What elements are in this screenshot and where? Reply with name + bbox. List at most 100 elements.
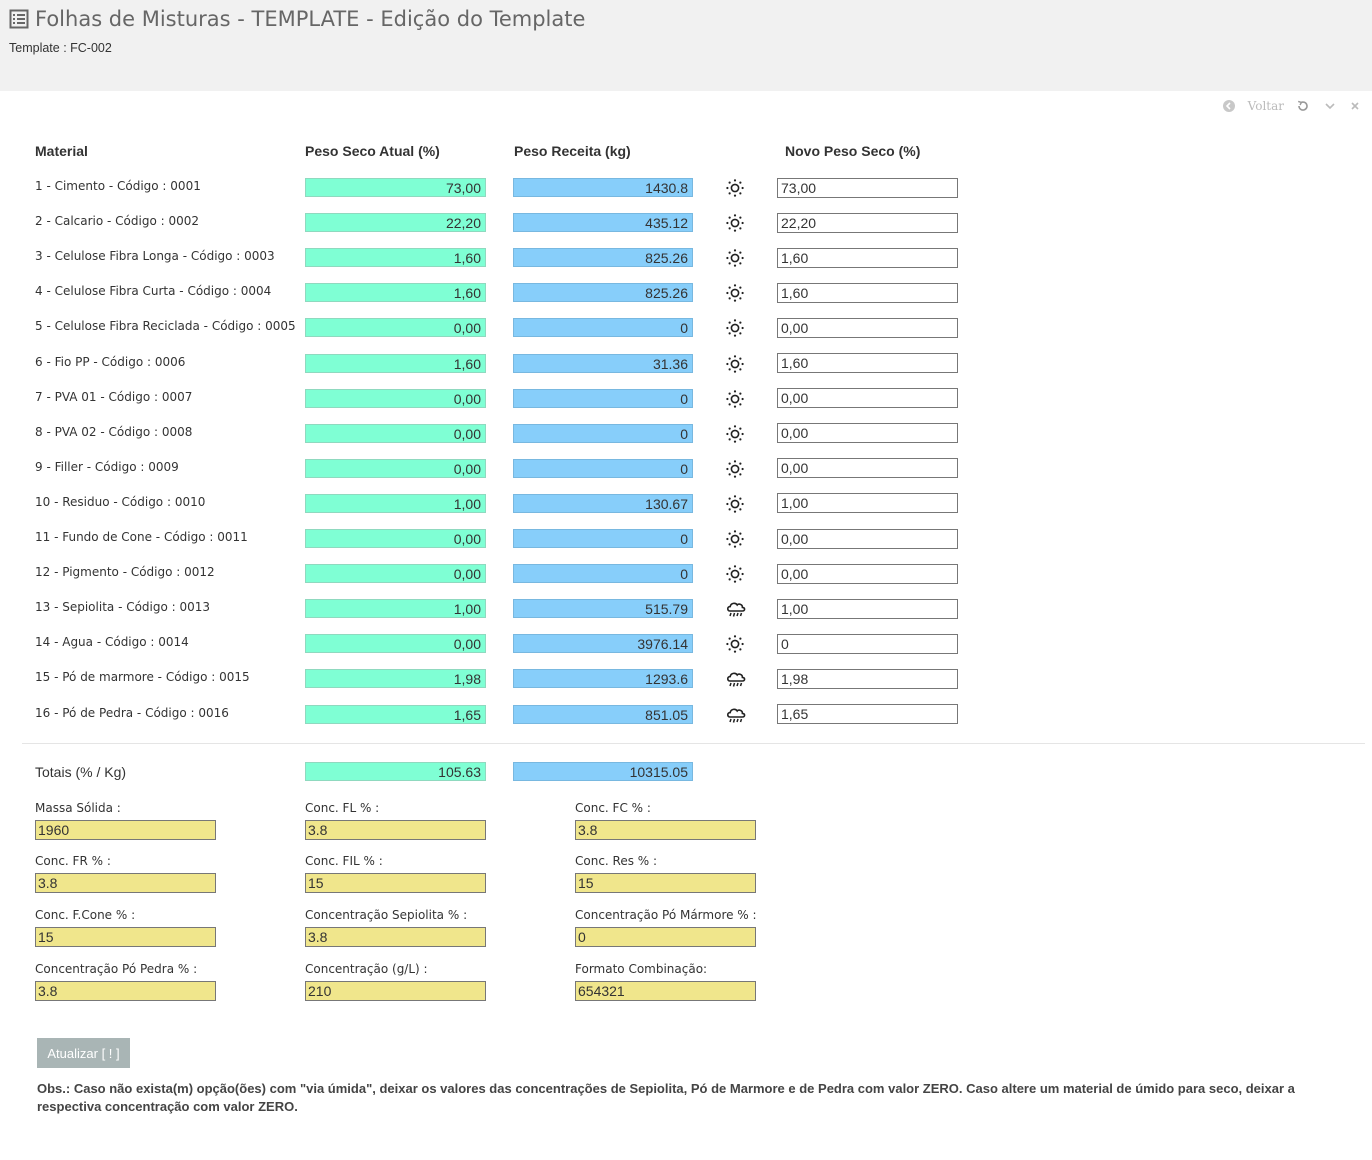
peso-seco-atual-value: 1,60 <box>305 248 486 268</box>
concentration-input[interactable] <box>305 873 486 893</box>
sun-icon[interactable] <box>725 459 745 479</box>
concentration-input[interactable] <box>305 927 486 947</box>
novo-peso-seco-input[interactable] <box>777 317 958 338</box>
column-header-peso-receita: Peso Receita (kg) <box>514 143 631 159</box>
sun-icon[interactable] <box>725 494 745 514</box>
field-label: Massa Sólida : <box>35 801 121 815</box>
reload-icon <box>1297 100 1308 111</box>
totals-label: Totais (% / Kg) <box>35 764 127 780</box>
novo-peso-seco-input[interactable] <box>777 423 958 444</box>
material-label: 7 - PVA 01 - Código : 0007 <box>35 389 193 404</box>
peso-receita-value: 31.36 <box>513 353 693 373</box>
field-label: Concentração Sepiolita % : <box>305 908 468 922</box>
novo-peso-seco-input[interactable] <box>777 668 958 689</box>
peso-receita-value: 0 <box>513 423 693 443</box>
concentration-input[interactable] <box>35 981 216 1001</box>
sun-icon[interactable] <box>725 178 745 198</box>
rain-cloud-icon[interactable] <box>725 599 746 619</box>
concentration-input[interactable] <box>305 981 486 1001</box>
material-label: 10 - Residuo - Código : 0010 <box>35 494 206 509</box>
sun-icon[interactable] <box>725 248 745 268</box>
collapse-button[interactable] <box>1324 100 1336 112</box>
peso-receita-value: 825.26 <box>513 283 693 303</box>
field-label: Conc. FL % : <box>305 801 380 815</box>
back-label: Voltar <box>1247 99 1284 113</box>
field-label: Conc. Res % : <box>575 854 658 868</box>
page-title-text: Folhas de Misturas - TEMPLATE - Edição d… <box>35 7 586 31</box>
peso-seco-atual-value: 1,00 <box>305 493 486 513</box>
novo-peso-seco-input[interactable] <box>777 633 958 654</box>
sun-icon[interactable] <box>725 424 745 444</box>
concentration-input[interactable] <box>35 873 216 893</box>
peso-receita-value: 1293.6 <box>513 669 693 689</box>
divider <box>22 743 1365 744</box>
concentration-input[interactable] <box>305 820 486 840</box>
material-label: 3 - Celulose Fibra Longa - Código : 0003 <box>35 249 275 264</box>
novo-peso-seco-input[interactable] <box>777 353 958 373</box>
novo-peso-seco-input[interactable] <box>777 388 958 409</box>
back-button[interactable]: Voltar <box>1222 99 1284 113</box>
novo-peso-seco-input[interactable] <box>777 458 958 479</box>
update-button[interactable]: Atualizar [ ! ] <box>37 1038 130 1068</box>
sun-icon[interactable] <box>725 213 745 233</box>
material-label: 2 - Calcario - Código : 0002 <box>35 214 200 229</box>
material-label: 13 - Sepiolita - Código : 0013 <box>35 600 211 615</box>
rain-cloud-icon[interactable] <box>725 705 746 725</box>
page-title: Folhas de Misturas - TEMPLATE - Edição d… <box>9 7 585 31</box>
list-icon <box>9 9 29 29</box>
peso-seco-atual-value: 0,00 <box>305 423 486 443</box>
peso-seco-atual-value: 0,00 <box>305 318 486 338</box>
peso-seco-atual-value: 0,00 <box>305 564 486 584</box>
novo-peso-seco-input[interactable] <box>777 598 958 619</box>
sun-icon[interactable] <box>725 564 745 584</box>
sun-icon[interactable] <box>725 529 745 549</box>
close-button[interactable] <box>1350 101 1360 111</box>
rain-cloud-icon[interactable] <box>725 669 746 689</box>
template-subtitle: Template : FC-002 <box>9 41 112 55</box>
novo-peso-seco-input[interactable] <box>777 247 958 268</box>
peso-receita-value: 851.05 <box>513 704 693 724</box>
peso-receita-value: 0 <box>513 388 693 408</box>
peso-receita-value: 435.12 <box>513 213 693 233</box>
concentration-input[interactable] <box>575 927 756 947</box>
novo-peso-seco-input[interactable] <box>777 704 958 724</box>
peso-receita-value: 0 <box>513 458 693 478</box>
peso-receita-value: 1430.8 <box>513 178 693 197</box>
field-label: Conc. FIL % : <box>305 854 383 868</box>
peso-receita-value: 0 <box>513 318 693 338</box>
peso-seco-atual-value: 1,98 <box>305 669 486 689</box>
column-header-material: Material <box>35 143 88 159</box>
field-label: Conc. F.Cone % : <box>35 908 136 922</box>
concentration-input[interactable] <box>575 820 756 840</box>
field-label: Formato Combinação: <box>575 962 708 976</box>
novo-peso-seco-input[interactable] <box>777 282 958 303</box>
sun-icon[interactable] <box>725 283 745 303</box>
concentration-input[interactable] <box>35 820 216 840</box>
peso-seco-atual-value: 1,65 <box>305 704 486 724</box>
reload-button[interactable] <box>1296 99 1310 113</box>
close-icon <box>1351 102 1359 110</box>
concentration-input[interactable] <box>575 873 756 893</box>
novo-peso-seco-input[interactable] <box>777 528 958 549</box>
back-circle-icon <box>1222 100 1235 112</box>
material-label: 6 - Fio PP - Código : 0006 <box>35 354 186 369</box>
column-header-novo-peso-seco: Novo Peso Seco (%) <box>785 143 921 159</box>
novo-peso-seco-input[interactable] <box>777 177 958 198</box>
novo-peso-seco-input[interactable] <box>777 212 958 233</box>
peso-seco-atual-value: 0,00 <box>305 388 486 408</box>
novo-peso-seco-input[interactable] <box>777 493 958 514</box>
material-label: 9 - Filler - Código : 0009 <box>35 459 179 474</box>
sun-icon[interactable] <box>725 634 745 654</box>
concentration-input[interactable] <box>575 981 756 1001</box>
chevron-down-icon <box>1325 103 1335 110</box>
sun-icon[interactable] <box>725 389 745 409</box>
concentration-input[interactable] <box>35 927 216 947</box>
peso-seco-atual-value: 0,00 <box>305 458 486 478</box>
material-label: 16 - Pó de Pedra - Código : 0016 <box>35 705 229 720</box>
novo-peso-seco-input[interactable] <box>777 563 958 584</box>
material-label: 11 - Fundo de Cone - Código : 0011 <box>35 530 248 544</box>
material-label: 15 - Pó de marmore - Código : 0015 <box>35 670 250 685</box>
sun-icon[interactable] <box>725 318 745 338</box>
sun-icon[interactable] <box>725 354 745 374</box>
observation-note: Obs.: Caso não exista(m) opção(ões) com … <box>37 1081 1295 1114</box>
